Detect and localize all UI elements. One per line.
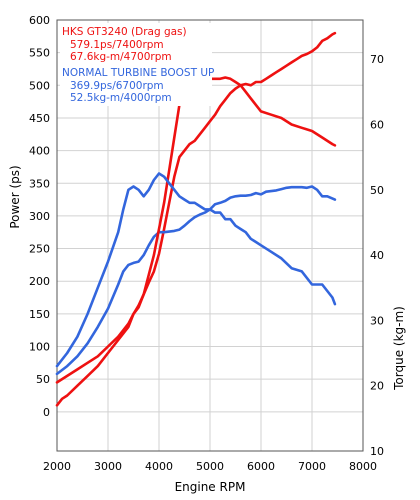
y-tick-label-power: 500 (29, 79, 50, 92)
x-tick-label: 8000 (349, 460, 377, 473)
normal-power-curve (55, 185, 337, 376)
y-axis-title-torque: Torque (kg-m) (392, 306, 406, 391)
y-tick-label-torque: 60 (370, 118, 384, 131)
y-tick-label-torque: 20 (370, 380, 384, 393)
x-tick-label: 2000 (43, 460, 71, 473)
x-tick-label: 6000 (247, 460, 275, 473)
y-tick-label-power: 450 (29, 112, 50, 125)
legend-normal-torque-peak: 52.5kg-m/4000rpm (70, 92, 172, 104)
y-tick-label-power: 550 (29, 47, 50, 60)
y-tick-label-power: 400 (29, 145, 50, 158)
x-tick-label: 3000 (94, 460, 122, 473)
y-axis-title-power: Power (ps) (8, 165, 22, 228)
y-tick-label-power: 200 (29, 275, 50, 288)
y-tick-label-power: 0 (43, 406, 50, 419)
x-tick-label: 7000 (298, 460, 326, 473)
legend-background (60, 23, 212, 106)
legend-hks-torque-peak: 67.6kg-m/4700rpm (70, 51, 172, 63)
legend-hks-label: HKS GT3240 (Drag gas) (62, 26, 187, 38)
y-tick-label-torque: 40 (370, 249, 384, 262)
y-tick-label-power: 600 (29, 14, 50, 27)
y-tick-label-torque: 50 (370, 184, 384, 197)
x-axis-title: Engine RPM (175, 480, 246, 494)
y-tick-label-power: 150 (29, 308, 50, 321)
tick-labels: 2000 3000 4000 5000 6000 7000 8000 0 50 100 150 200… (29, 14, 384, 473)
y-tick-label-power: 300 (29, 210, 50, 223)
y-tick-label-power: 100 (29, 341, 50, 354)
y-tick-label-power: 250 (29, 243, 50, 256)
legend-normal-label: NORMAL TURBINE BOOST UP (62, 67, 214, 79)
normal-torque-curve (55, 172, 337, 368)
y-tick-label-power: 50 (36, 373, 50, 386)
legend-hks-power-peak: 579.1ps/7400rpm (70, 39, 164, 51)
legend: HKS GT3240 (Drag gas) 579.1ps/7400rpm 67… (60, 23, 214, 106)
y-tick-label-power: 350 (29, 177, 50, 190)
y-tick-label-torque: 30 (370, 314, 384, 327)
x-tick-label: 5000 (196, 460, 224, 473)
y-tick-label-torque: 70 (370, 53, 384, 66)
legend-normal-power-peak: 369.9ps/6700rpm (70, 80, 164, 92)
plot-frame (56, 19, 364, 452)
x-tick-label: 4000 (145, 460, 173, 473)
y-tick-label-torque: 10 (370, 445, 384, 458)
